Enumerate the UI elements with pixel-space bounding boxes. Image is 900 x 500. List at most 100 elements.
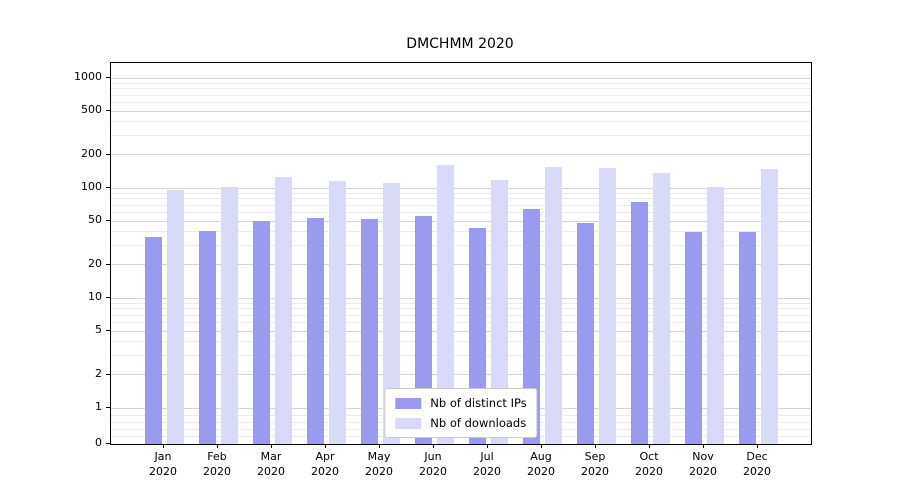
- bar-downloads: [328, 181, 346, 444]
- bar-distinct-ips: [306, 218, 324, 444]
- y-tick-mark: [106, 407, 110, 408]
- x-tick-mark: [433, 444, 434, 448]
- y-tick-label: 100: [81, 180, 102, 193]
- y-tick-label: 500: [81, 103, 102, 117]
- x-tick-mark: [595, 444, 596, 448]
- x-tick-mark: [649, 444, 650, 448]
- x-tick-label: Jan 2020: [149, 450, 177, 478]
- bar-downloads: [652, 172, 670, 444]
- x-tick-label: Sep 2020: [581, 450, 609, 478]
- y-tick-label: 20: [88, 256, 102, 270]
- gridline-major: [111, 110, 811, 112]
- x-tick-mark: [217, 444, 218, 448]
- gridline-major: [111, 154, 811, 156]
- bar-distinct-ips: [738, 231, 756, 444]
- bar-distinct-ips: [144, 236, 162, 444]
- gridline-major: [111, 187, 811, 189]
- bar-distinct-ips: [198, 230, 216, 444]
- gridline-minor: [111, 192, 811, 194]
- bar-downloads: [220, 186, 238, 444]
- plot-area: Nb of distinct IPs Nb of downloads: [110, 62, 812, 445]
- x-tick-label: Oct 2020: [635, 450, 663, 478]
- x-tick-label: Apr 2020: [311, 450, 339, 478]
- x-tick-label: Mar 2020: [257, 450, 285, 478]
- gridline-minor: [111, 135, 811, 137]
- x-tick-mark: [379, 444, 380, 448]
- legend: Nb of distinct IPs Nb of downloads: [384, 388, 538, 438]
- y-tick-label: 1: [95, 400, 102, 413]
- x-tick-mark: [541, 444, 542, 448]
- bar-distinct-ips: [360, 219, 378, 444]
- y-tick-mark: [106, 77, 110, 78]
- gridline-major: [111, 297, 811, 299]
- y-tick-label: 0: [95, 436, 102, 449]
- y-tick-label: 200: [81, 146, 102, 160]
- y-tick-label: 50: [88, 213, 102, 227]
- bar-downloads: [760, 168, 778, 444]
- gridline-minor: [111, 302, 811, 304]
- y-tick-mark: [106, 263, 110, 265]
- x-tick-label: Feb 2020: [203, 450, 231, 478]
- bar-distinct-ips: [630, 202, 648, 444]
- gridline-major: [111, 77, 811, 79]
- y-tick-mark: [106, 220, 110, 222]
- gridline-minor: [111, 101, 811, 103]
- gridline-minor: [111, 355, 811, 357]
- bar-downloads: [382, 182, 400, 444]
- legend-item-downloads: Nb of downloads: [395, 416, 526, 430]
- bar-distinct-ips: [576, 223, 594, 444]
- gridline-minor: [111, 198, 811, 200]
- bar-downloads: [166, 190, 184, 444]
- y-tick-label: 10: [88, 290, 102, 303]
- x-tick-label: Aug 2020: [527, 450, 555, 478]
- gridline-minor: [111, 211, 811, 213]
- legend-label-distinct-ips: Nb of distinct IPs: [430, 396, 527, 410]
- y-tick-mark: [106, 443, 110, 444]
- x-tick-mark: [163, 444, 164, 448]
- y-tick-mark: [106, 110, 110, 112]
- legend-label-downloads: Nb of downloads: [430, 416, 527, 430]
- bar-distinct-ips: [522, 209, 540, 444]
- gridline-major: [111, 220, 811, 222]
- y-tick-mark: [106, 153, 110, 155]
- gridline-minor: [111, 94, 811, 96]
- gridline-minor: [111, 82, 811, 84]
- bar-distinct-ips: [684, 231, 702, 444]
- x-tick-label: Nov 2020: [689, 450, 717, 478]
- gridline-major: [111, 330, 811, 332]
- bar-downloads: [436, 164, 454, 444]
- y-tick-mark: [106, 373, 110, 375]
- gridline-minor: [111, 204, 811, 206]
- gridline-minor: [111, 121, 811, 123]
- gridline-major: [111, 264, 811, 266]
- y-tick-label: 1000: [74, 70, 102, 83]
- gridline-minor: [111, 88, 811, 90]
- bar-downloads: [598, 167, 616, 444]
- gridline-minor: [111, 245, 811, 247]
- y-tick-mark: [106, 187, 110, 188]
- x-tick-mark: [271, 444, 272, 448]
- bar-downloads: [274, 176, 292, 444]
- bar-distinct-ips: [252, 221, 270, 444]
- x-tick-label: Jun 2020: [419, 450, 447, 478]
- gridline-minor: [111, 321, 811, 323]
- bar-downloads: [544, 167, 562, 444]
- chart-title: DMCHMM 2020: [406, 36, 514, 52]
- x-tick-label: May 2020: [365, 450, 393, 478]
- legend-swatch-distinct-ips: [395, 397, 422, 409]
- x-tick-label: Dec 2020: [743, 450, 771, 478]
- y-tick-label: 5: [95, 323, 102, 337]
- y-tick-mark: [106, 297, 110, 298]
- x-tick-mark: [325, 444, 326, 448]
- gridline-minor: [111, 341, 811, 343]
- x-tick-mark: [757, 444, 758, 448]
- gridline-minor: [111, 231, 811, 233]
- gridline-minor: [111, 314, 811, 316]
- gridline-major: [111, 374, 811, 376]
- gridline-minor: [111, 308, 811, 310]
- x-tick-label: Jul 2020: [473, 450, 501, 478]
- x-tick-mark: [487, 444, 488, 448]
- legend-swatch-downloads: [395, 417, 422, 429]
- bar-downloads: [490, 180, 508, 444]
